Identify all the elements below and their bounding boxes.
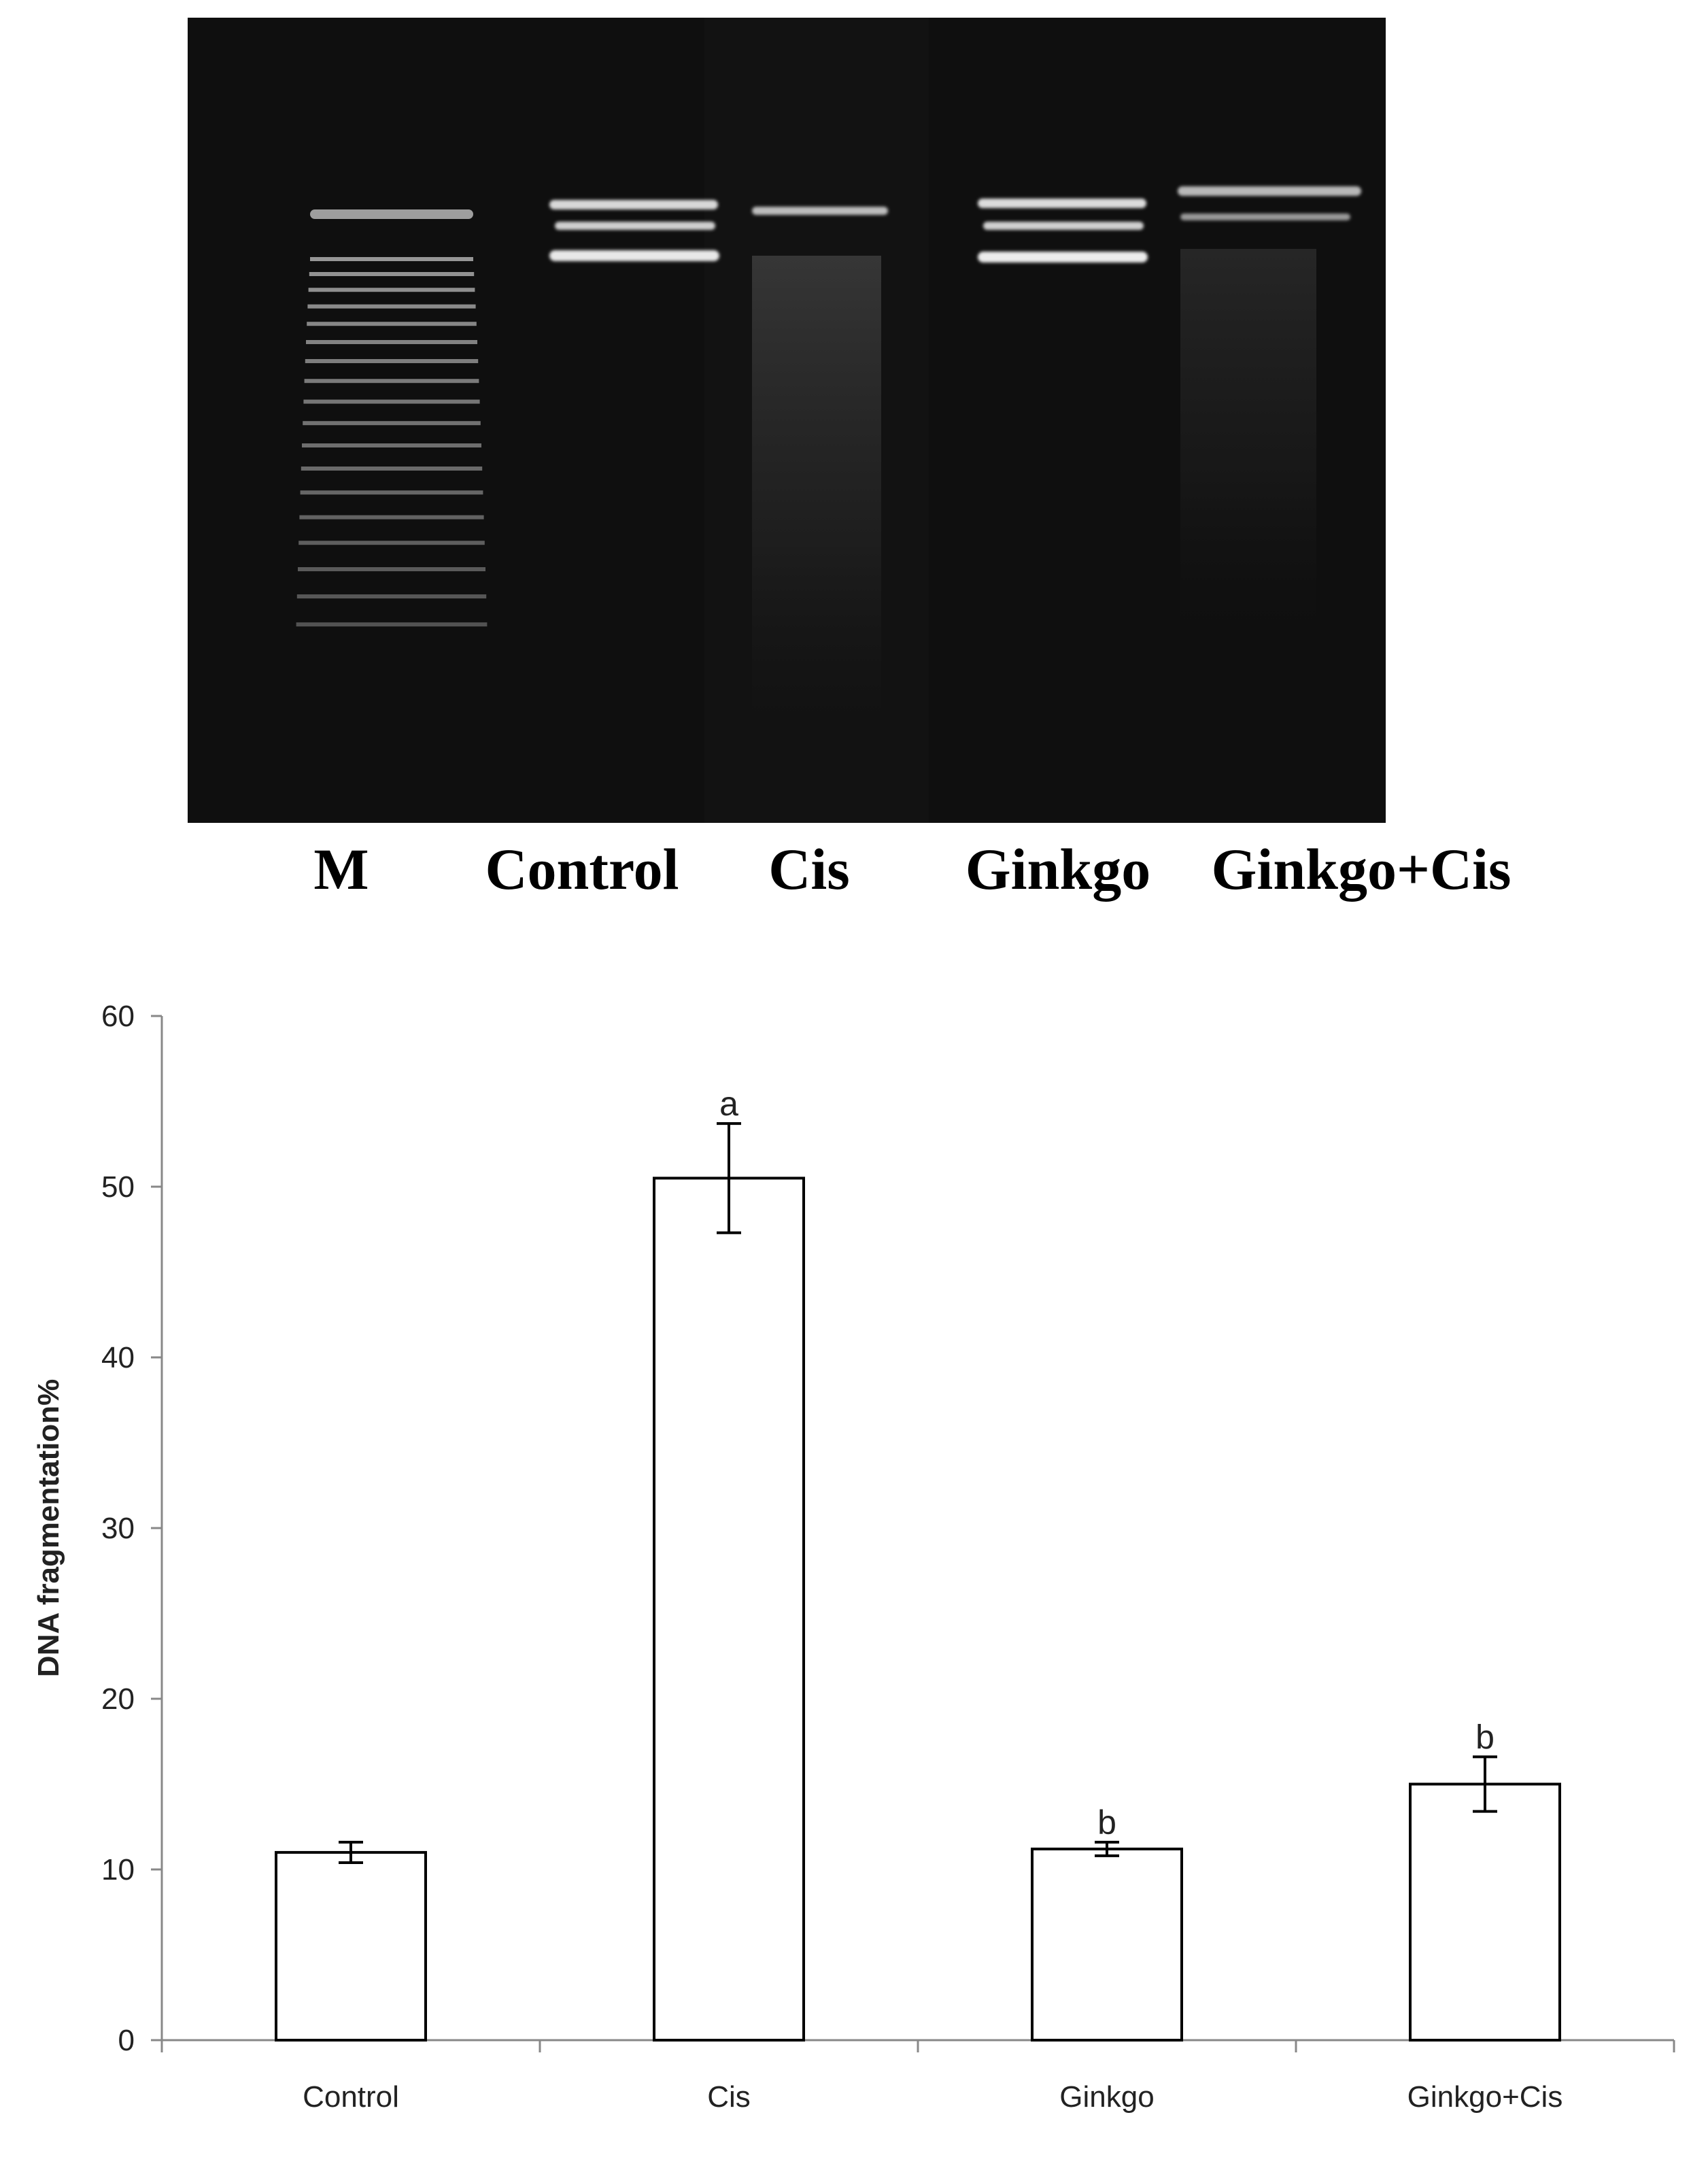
- y-tick-label: 60: [101, 1000, 135, 1033]
- gel-label-control: Control: [485, 836, 679, 902]
- ladder-band: [301, 467, 483, 471]
- x-tick-label: Control: [303, 2080, 399, 2114]
- gel-lane-ginkgo: [978, 199, 1148, 262]
- bar-chart: 0 10 20 30 40 50 60 DNA fragmentation% Control a C…: [32, 1000, 1675, 2114]
- y-tick-label: 40: [101, 1341, 135, 1374]
- gel-label-ginkgo-cis: Ginkgo+Cis: [1211, 836, 1511, 902]
- bar: [275, 1850, 427, 2042]
- gel-lane-ginkgo-cis: [1178, 186, 1361, 630]
- y-axis-label: DNA fragmentation%: [32, 1379, 65, 1677]
- gel-lane-control: [549, 200, 719, 261]
- bar: [1409, 1782, 1561, 2042]
- gel-label-m: M: [313, 836, 369, 902]
- x-tick-label: Cis: [707, 2080, 751, 2114]
- ladder-band: [298, 541, 485, 545]
- ladder-band: [303, 421, 481, 426]
- y-tick-label: 30: [101, 1512, 135, 1545]
- gel-label-ginkgo: Ginkgo: [965, 836, 1151, 902]
- ladder-band: [305, 359, 479, 363]
- y-tick-label: 20: [101, 1682, 135, 1716]
- ladder-band: [296, 594, 487, 598]
- ladder-band: [303, 399, 480, 404]
- ladder-band: [309, 272, 475, 276]
- y-tick-label: 10: [101, 1853, 135, 1886]
- chart-labels: 0 10 20 30 40 50 60 DNA fragmentation% Control a C…: [32, 1000, 1562, 2114]
- gel-lane-cis: [752, 207, 888, 732]
- significance-label: b: [1097, 1803, 1116, 1842]
- gel-label-cis: Cis: [768, 836, 850, 902]
- y-tick-label: 50: [101, 1170, 135, 1204]
- y-tick-label: 0: [118, 2024, 135, 2057]
- ladder-band: [307, 322, 477, 326]
- x-tick-label: Ginkgo: [1059, 2080, 1154, 2114]
- chart-bars: [275, 1122, 1561, 2042]
- ladder-band: [308, 288, 475, 292]
- bar: [1031, 1847, 1183, 2042]
- ladder-band: [300, 490, 483, 495]
- ladder-band: [304, 379, 479, 384]
- significance-label: a: [719, 1085, 738, 1123]
- ladder-band: [306, 340, 477, 344]
- ladder-band: [307, 304, 476, 309]
- bar: [653, 1176, 805, 2042]
- gel-image: [188, 18, 1386, 823]
- ladder-band: [302, 443, 481, 447]
- ladder-band: [298, 567, 485, 571]
- significance-label: b: [1475, 1718, 1494, 1756]
- gel-lane-ladder: [296, 209, 488, 627]
- ladder-well-band: [310, 209, 473, 219]
- ladder-band: [310, 257, 473, 261]
- ladder-band: [299, 515, 484, 520]
- ladder-band: [296, 622, 488, 627]
- x-tick-label: Ginkgo+Cis: [1407, 2080, 1563, 2114]
